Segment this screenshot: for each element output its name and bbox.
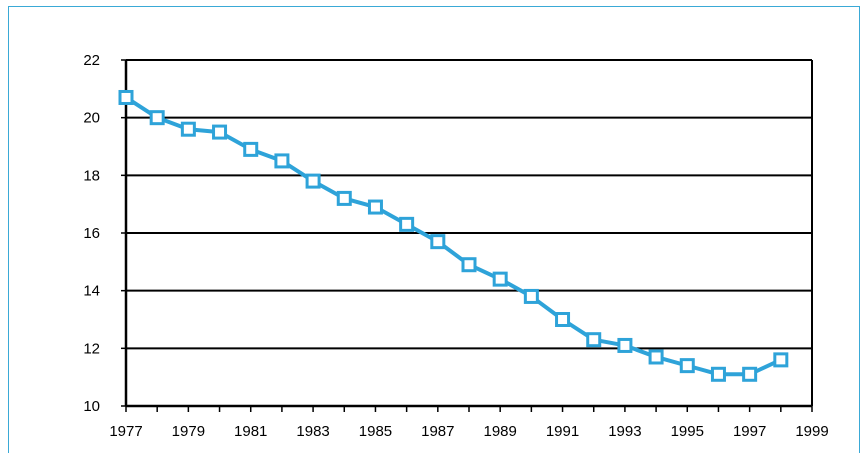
data-point-1990 <box>523 288 539 304</box>
x-tick-label-1991: 1991 <box>546 423 579 440</box>
data-point-1992 <box>586 332 602 348</box>
data-point-1995 <box>679 358 695 374</box>
data-point-1978 <box>149 110 165 126</box>
data-point-1984 <box>336 190 352 206</box>
data-point-1997 <box>742 366 758 382</box>
data-point-1983 <box>305 173 321 189</box>
data-point-1989 <box>492 271 508 287</box>
data-point-1977 <box>118 89 134 105</box>
series-line <box>124 95 782 377</box>
data-point-1981 <box>243 141 259 157</box>
y-tick-label-10: 10 <box>83 398 100 415</box>
y-tick-label-12: 12 <box>83 340 100 357</box>
data-point-1985 <box>367 199 383 215</box>
y-tick-label-14: 14 <box>83 283 100 300</box>
data-point-1994 <box>648 349 664 365</box>
x-tick-label-1977: 1977 <box>109 423 142 440</box>
data-point-1996 <box>710 366 726 382</box>
gridlines <box>126 59 812 350</box>
y-tick-label-18: 18 <box>83 167 100 184</box>
y-tick-label-16: 16 <box>83 225 100 242</box>
x-tick-label-1995: 1995 <box>671 423 704 440</box>
data-point-1991 <box>555 312 571 327</box>
x-tick-label-1981: 1981 <box>234 423 267 440</box>
x-tick-label-1989: 1989 <box>483 423 516 440</box>
data-point-1980 <box>212 124 228 140</box>
data-point-1979 <box>180 121 196 137</box>
x-tick-label-1985: 1985 <box>359 423 392 440</box>
x-tick-label-1979: 1979 <box>172 423 205 440</box>
data-point-1988 <box>461 257 477 273</box>
series-group <box>118 89 789 382</box>
data-point-1987 <box>430 234 446 250</box>
data-point-1986 <box>399 216 415 232</box>
data-point-1982 <box>274 153 290 169</box>
x-tick-label-1999: 1999 <box>795 423 828 440</box>
chart-frame <box>8 6 860 453</box>
y-axis-ticks: 10 12 14 16 18 20 22 <box>83 52 126 415</box>
data-point-1993 <box>617 337 633 353</box>
x-tick-label-1993: 1993 <box>608 423 641 440</box>
data-point-1998 <box>773 352 789 368</box>
y-tick-label-22: 22 <box>83 52 100 69</box>
x-tick-label-1997: 1997 <box>733 423 766 440</box>
x-tick-label-1983: 1983 <box>296 423 329 440</box>
x-axis-ticks: 1977 1979 1981 1983 1985 1987 1989 1991 1993 1995… <box>109 406 829 440</box>
y-tick-label-20: 20 <box>83 110 100 127</box>
x-tick-label-1987: 1987 <box>421 423 454 440</box>
